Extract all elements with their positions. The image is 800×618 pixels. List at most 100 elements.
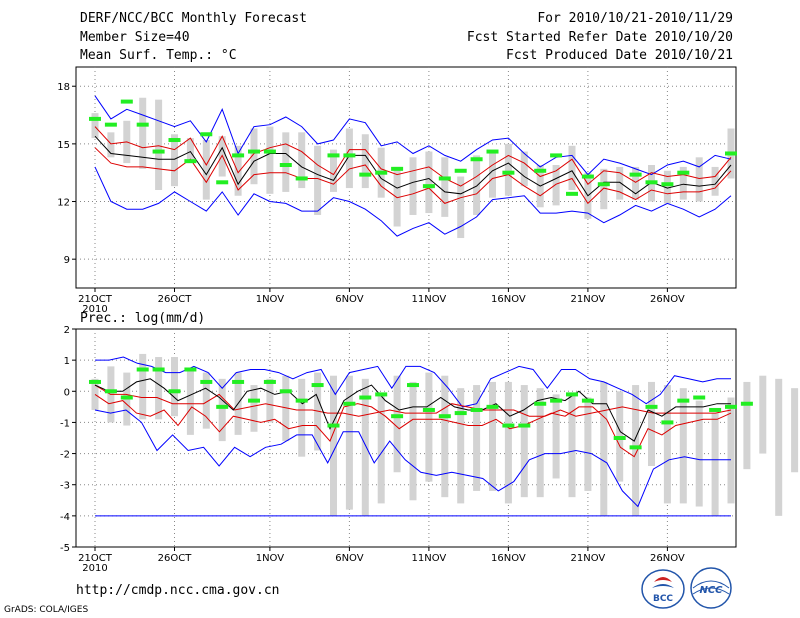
median-marker <box>502 423 515 428</box>
median-marker <box>232 379 245 384</box>
median-marker <box>534 168 547 173</box>
spread-bar <box>473 155 481 215</box>
y-tick-label: -1 <box>60 418 70 429</box>
spread-bar <box>361 134 369 189</box>
spread-bar <box>186 369 194 435</box>
spread-bar <box>298 132 306 189</box>
x-tick-label: 26OCT <box>158 294 193 305</box>
median-marker <box>136 367 149 372</box>
median-marker <box>407 383 419 388</box>
median-marker <box>581 398 594 403</box>
y-tick-label: 2 <box>64 325 70 336</box>
x-year-label: 2010 <box>82 563 107 574</box>
median-marker <box>454 168 467 173</box>
median-marker <box>152 367 165 372</box>
x-tick-label: 6NOV <box>335 553 364 564</box>
spread-bar <box>663 170 671 204</box>
y-tick-label: -2 <box>60 450 70 461</box>
median-marker <box>645 180 658 185</box>
spread-bar <box>489 153 496 198</box>
spread-bar <box>457 388 465 504</box>
spread-bar <box>377 394 385 504</box>
median-marker <box>391 414 404 419</box>
upper-quartile-line <box>94 384 732 417</box>
spread-bar <box>568 145 576 190</box>
median-marker <box>104 122 117 127</box>
spread-bar <box>393 375 401 473</box>
spread-bar <box>504 381 512 504</box>
median-marker <box>375 170 388 175</box>
spread-bar <box>552 165 560 206</box>
x-tick-label: 11NOV <box>412 294 447 305</box>
median-marker <box>136 122 149 127</box>
spread-bar <box>139 97 147 169</box>
median-marker <box>168 138 181 143</box>
member-size: Member Size=40 <box>80 30 190 45</box>
median-marker <box>629 172 642 177</box>
forecast-produced: Fcst Produced Date 2010/10/21 <box>506 48 733 63</box>
spread-bar <box>250 385 258 432</box>
median-marker <box>470 157 483 162</box>
y-tick-label: 15 <box>57 140 70 151</box>
median-marker <box>104 389 117 394</box>
spread-bar <box>457 176 465 239</box>
y-tick-label: 9 <box>64 255 70 266</box>
x-tick-label: 1NOV <box>256 294 285 305</box>
median-marker <box>486 404 499 409</box>
median-marker <box>248 149 260 154</box>
chart-title: DERF/NCC/BCC Monthly Forecast <box>80 11 307 26</box>
min-line <box>94 166 732 237</box>
median-marker <box>422 407 435 412</box>
spread-bar <box>266 126 274 194</box>
spread-bar <box>504 143 512 196</box>
spread-bar <box>139 353 147 420</box>
spread-bar <box>425 372 433 482</box>
median-marker <box>279 389 292 394</box>
median-marker <box>422 184 435 189</box>
median-marker <box>661 182 674 187</box>
median-marker <box>343 401 356 406</box>
spread-bar <box>330 149 337 192</box>
median-marker <box>343 153 356 158</box>
median-marker <box>391 166 404 171</box>
spread-bar <box>520 151 528 187</box>
spread-bar <box>250 128 258 185</box>
y-tick-label: 12 <box>57 198 70 209</box>
spread-bar <box>679 388 687 504</box>
median-marker <box>740 401 753 406</box>
median-marker <box>279 163 292 168</box>
x-tick-label: 26OCT <box>158 553 193 564</box>
spread-bar <box>648 381 655 467</box>
median-marker <box>359 172 372 177</box>
spread-bar <box>298 378 306 457</box>
precip-panel-title: Prec.: log(mm/d) <box>80 311 205 326</box>
median-marker <box>550 153 563 158</box>
median-marker <box>168 389 181 394</box>
x-tick-label: 26NOV <box>650 553 685 564</box>
spread-bar <box>202 372 210 429</box>
y-tick-label: 0 <box>64 387 70 398</box>
median-marker <box>613 436 626 440</box>
x-tick-label: 11NOV <box>412 553 447 564</box>
spread-bar <box>727 397 735 504</box>
mean-line <box>94 135 732 197</box>
spread-bar <box>679 166 687 200</box>
ncc-logo: NCC <box>690 567 732 609</box>
median-marker <box>89 116 101 121</box>
median-marker <box>486 149 499 154</box>
spread-bar <box>663 385 671 504</box>
variable-label: Mean Surf. Temp.: °C <box>80 48 237 63</box>
upper-quartile-line <box>94 126 732 187</box>
y-tick-label: 18 <box>57 82 70 93</box>
median-marker <box>295 398 308 403</box>
median-marker <box>550 398 563 403</box>
footer-url[interactable]: http://cmdp.ncc.cma.gov.cn <box>76 583 280 598</box>
spread-bar <box>552 394 560 479</box>
spread-bar <box>536 388 544 498</box>
x-tick-label: 26NOV <box>650 294 685 305</box>
spread-bar <box>425 151 433 214</box>
median-marker <box>216 180 229 185</box>
median-marker <box>709 407 722 412</box>
spread-bar <box>409 157 417 215</box>
lower-quartile-line <box>94 147 732 205</box>
